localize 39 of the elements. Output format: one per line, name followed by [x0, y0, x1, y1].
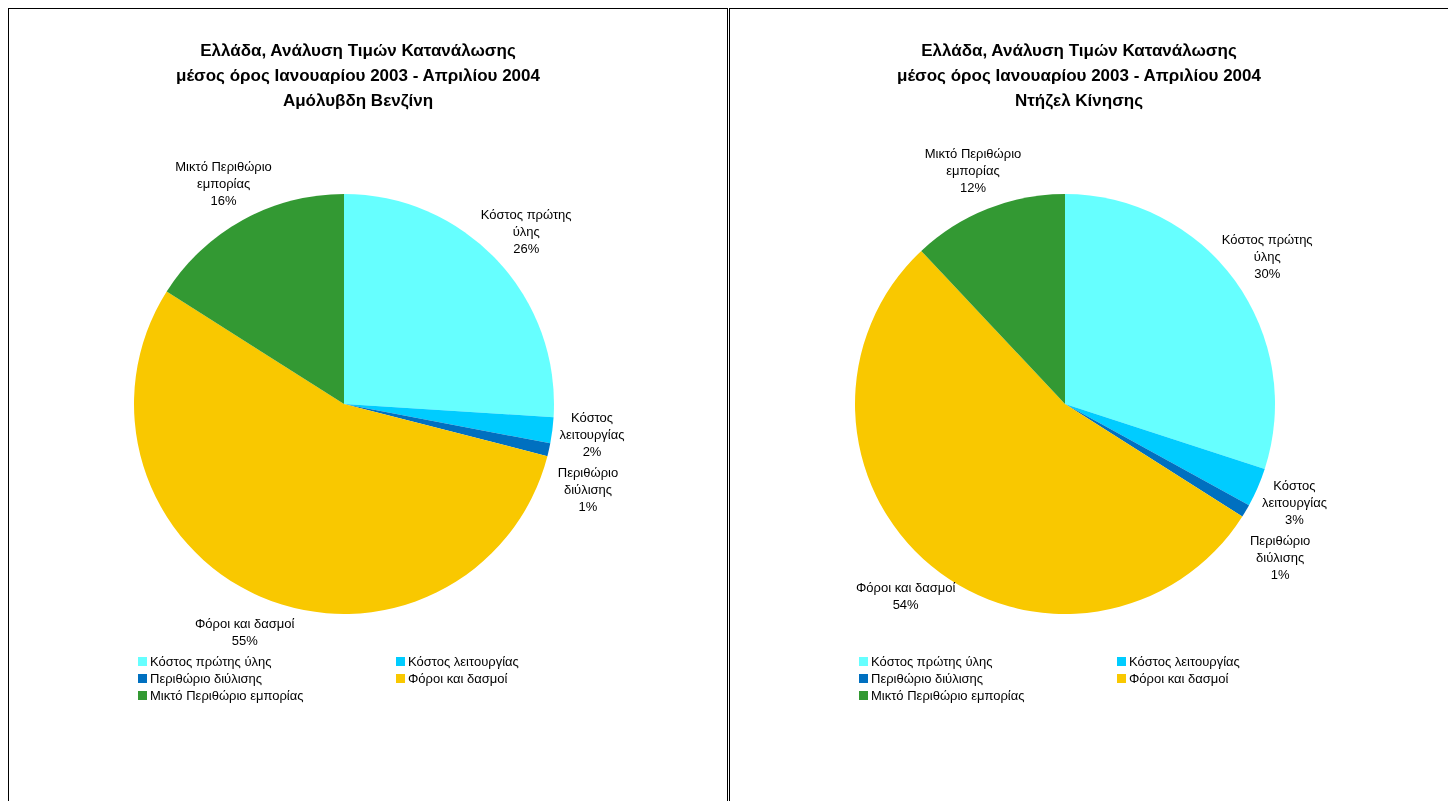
pie-slice [134, 291, 548, 614]
legend-label: Περιθώριο διύλισης [871, 671, 984, 686]
slice-label: Κόστος λειτουργίας [559, 409, 625, 442]
legend-label: Μικτό Περιθώριο εμπορίας [871, 688, 1025, 703]
slice-label: Κόστος λειτουργίας [1261, 477, 1327, 510]
data-label: 55% [231, 633, 259, 649]
data-label: 2% [582, 443, 602, 459]
slice-label: Περιθώριο διύλισης [1250, 532, 1311, 565]
pie-slice [344, 404, 551, 457]
slice-label: Περιθώριο διύλισης [557, 464, 619, 497]
legend-label: Περιθώριο διύλισης [150, 671, 263, 686]
slice-label: Μικτό Περιθώριο εμπορίας [175, 159, 272, 192]
slice-label: Κόστος πρώτης ύλης [480, 207, 572, 240]
data-label: 1% [1270, 566, 1291, 582]
legend-label: Φόροι και δασμοί [1129, 671, 1229, 686]
pie-slice [166, 194, 344, 404]
slice-label: Φόροι και δασμοί [855, 579, 956, 595]
data-label: 54% [892, 596, 920, 612]
legend-label: Φόροι και δασμοί [408, 671, 508, 686]
data-label: 12% [959, 180, 987, 196]
data-label: 1% [578, 498, 598, 514]
data-label: 3% [1285, 511, 1305, 527]
legend-label: Μικτό Περιθώριο εμπορίας [150, 688, 304, 703]
slice-label: Φόροι και δασμοί [194, 616, 295, 632]
chart-title: Ελλάδα, Ανάλυση Τιμών Κατανάλωσης μέσος όρος Ιανουαρίου 2003 - Απριλίου 2004 Αμόλυβδη Βενζίνη [176, 41, 541, 110]
pie-slice [855, 250, 1243, 614]
chart-title: Ελλάδα, Ανάλυση Τιμών Κατανάλωσης μέσος όρος Ιανουαρίου 2003 - Απριλίου 2004 Ντήζελ Κίνησης [897, 41, 1262, 110]
slice-label: Κόστος πρώτης ύλης [1221, 231, 1313, 264]
pie-slice [344, 404, 554, 444]
legend-label: Κόστος πρώτης ύλης [871, 654, 993, 669]
pie-slice [921, 194, 1065, 404]
legend-label: Κόστος πρώτης ύλης [150, 654, 272, 669]
data-label: 26% [513, 241, 540, 257]
pie-slice [1065, 404, 1250, 517]
slice-label: Μικτό Περιθώριο εμπορίας [924, 146, 1022, 179]
legend-label: Κόστος λειτουργίας [1129, 654, 1240, 669]
legend-label: Κόστος λειτουργίας [408, 654, 519, 669]
data-label: 16% [210, 193, 238, 209]
data-label: 30% [1254, 265, 1281, 281]
